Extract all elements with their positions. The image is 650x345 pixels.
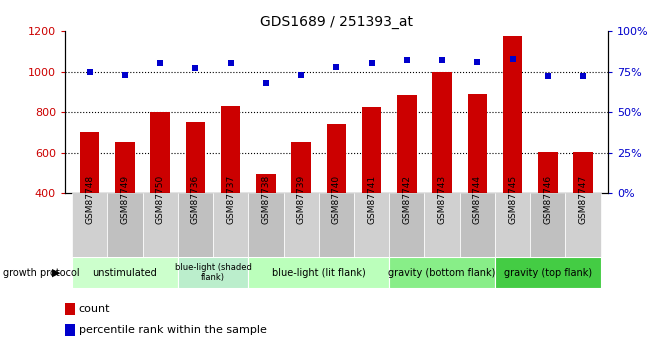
Point <box>331 64 342 69</box>
Bar <box>178 193 213 257</box>
Text: ▶: ▶ <box>52 268 60 277</box>
Text: GSM87744: GSM87744 <box>473 175 482 224</box>
Point <box>472 59 482 65</box>
Bar <box>80 132 99 274</box>
Text: GSM87750: GSM87750 <box>155 175 164 224</box>
Text: gravity (bottom flank): gravity (bottom flank) <box>389 268 496 277</box>
Bar <box>397 95 417 274</box>
Text: GSM87747: GSM87747 <box>578 175 588 224</box>
Text: GSM87738: GSM87738 <box>261 175 270 224</box>
Point <box>155 61 165 66</box>
Text: gravity (top flank): gravity (top flank) <box>504 268 592 277</box>
Text: count: count <box>79 304 110 314</box>
Point <box>508 56 518 61</box>
Point <box>190 66 201 71</box>
Point <box>437 58 447 63</box>
Bar <box>248 257 389 288</box>
Point <box>296 72 306 78</box>
Point <box>120 72 130 78</box>
Text: percentile rank within the sample: percentile rank within the sample <box>79 325 266 335</box>
Bar <box>72 257 178 288</box>
Bar <box>362 107 382 274</box>
Point <box>367 61 377 66</box>
Text: GSM87743: GSM87743 <box>437 175 447 224</box>
Bar <box>283 193 318 257</box>
Point <box>402 58 412 63</box>
Text: GSM87742: GSM87742 <box>402 175 411 224</box>
Bar <box>389 257 495 288</box>
Bar <box>389 193 424 257</box>
Bar <box>318 193 354 257</box>
Text: GSM87737: GSM87737 <box>226 175 235 224</box>
Bar <box>432 71 452 274</box>
Point <box>84 69 95 74</box>
Text: GSM87736: GSM87736 <box>191 175 200 224</box>
Point <box>578 74 588 79</box>
Title: GDS1689 / 251393_at: GDS1689 / 251393_at <box>260 14 413 29</box>
Bar <box>221 106 240 274</box>
Bar <box>538 152 558 274</box>
Bar <box>72 193 107 257</box>
Text: GSM87740: GSM87740 <box>332 175 341 224</box>
Text: GSM87749: GSM87749 <box>120 175 129 224</box>
Point <box>226 61 236 66</box>
Bar <box>186 122 205 274</box>
Bar <box>354 193 389 257</box>
Text: GSM87748: GSM87748 <box>85 175 94 224</box>
Bar <box>495 193 530 257</box>
Bar <box>495 257 601 288</box>
Bar <box>107 193 142 257</box>
Bar <box>142 193 178 257</box>
Bar <box>291 142 311 274</box>
Point <box>543 74 553 79</box>
Text: blue-light (lit flank): blue-light (lit flank) <box>272 268 366 277</box>
Bar <box>150 111 170 274</box>
Bar <box>467 94 487 274</box>
Text: unstimulated: unstimulated <box>92 268 157 277</box>
Bar <box>327 124 346 274</box>
Text: growth protocol: growth protocol <box>3 268 80 277</box>
Bar <box>460 193 495 257</box>
Bar <box>256 174 276 274</box>
Bar <box>65 303 75 315</box>
Bar <box>503 36 523 274</box>
Bar <box>248 193 283 257</box>
Bar <box>115 142 135 274</box>
Bar <box>65 324 75 336</box>
Bar <box>566 193 601 257</box>
Text: GSM87741: GSM87741 <box>367 175 376 224</box>
Bar <box>424 193 460 257</box>
Text: GSM87739: GSM87739 <box>296 175 306 224</box>
Text: GSM87745: GSM87745 <box>508 175 517 224</box>
Bar <box>573 152 593 274</box>
Text: blue-light (shaded
flank): blue-light (shaded flank) <box>175 263 252 282</box>
Text: GSM87746: GSM87746 <box>543 175 552 224</box>
Point <box>261 80 271 86</box>
Bar <box>213 193 248 257</box>
Bar <box>178 257 248 288</box>
Bar <box>530 193 566 257</box>
